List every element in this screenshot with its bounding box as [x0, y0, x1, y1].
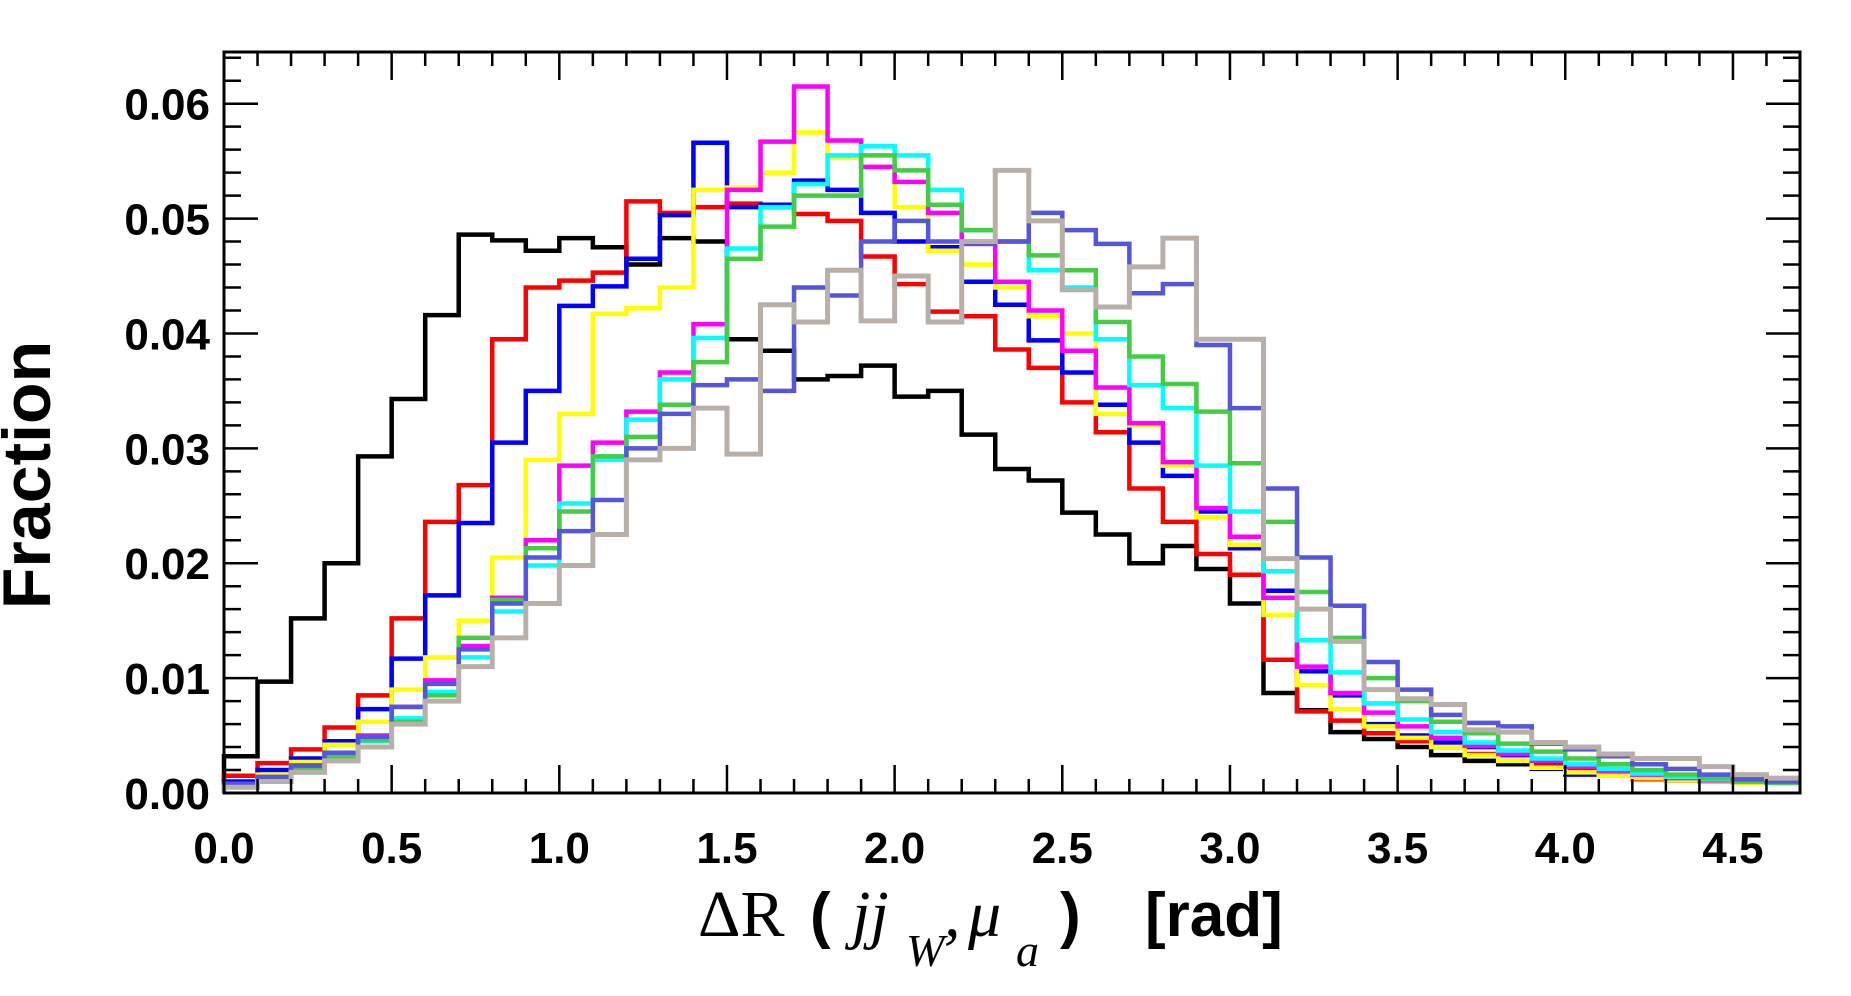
x-tick-label: 1.0 — [529, 824, 590, 873]
x-axis-label: ΔR ( jj W , μ a ) [rad] — [698, 878, 1283, 976]
x-label-sub2: a — [1016, 925, 1039, 976]
plot-frame — [222, 50, 1802, 795]
series-layer — [221, 84, 1800, 793]
x-tick-label: 0.5 — [361, 824, 422, 873]
x-tick-labels: 0.0 0.5 1.0 1.5 2.0 2.5 3.0 3.5 4.0 4.5 — [193, 824, 1763, 873]
x-tick-label: 1.5 — [696, 824, 757, 873]
x-tick-label: 3.5 — [1367, 824, 1428, 873]
y-tick-label: 0.06 — [124, 81, 210, 130]
y-tick-label: 0.05 — [124, 196, 210, 245]
x-tick-label: 4.5 — [1702, 824, 1763, 873]
x-label-delta: ΔR — [698, 878, 784, 951]
y-tick-label: 0.03 — [124, 425, 210, 474]
x-tick-label: 3.0 — [1199, 824, 1260, 873]
x-label-var1: jj — [844, 878, 889, 951]
x-label-open-paren: ( — [810, 881, 831, 950]
series-line-black — [221, 232, 1800, 793]
x-tick-label: 4.0 — [1535, 824, 1596, 873]
series-line-grey — [221, 167, 1800, 793]
y-tick-label: 0.00 — [124, 770, 210, 819]
x-label-var2: μ — [967, 878, 1001, 951]
x-tick-label: 2.0 — [864, 824, 925, 873]
x-tick-label: 2.5 — [1032, 824, 1093, 873]
y-tick-label: 0.04 — [124, 310, 210, 359]
x-label-close-paren: ) — [1060, 881, 1081, 950]
x-label-unit: [rad] — [1145, 881, 1283, 950]
series-line-yellow — [221, 130, 1800, 793]
x-label-comma: , — [944, 878, 961, 951]
y-tick-labels: 0.00 0.01 0.02 0.03 0.04 0.05 0.06 — [124, 81, 210, 819]
ticks-layer — [222, 52, 1802, 795]
y-axis-label: Fraction — [0, 341, 65, 609]
y-tick-label: 0.01 — [124, 655, 210, 704]
x-label-sub1: W — [906, 925, 948, 976]
x-tick-label: 0.0 — [193, 824, 254, 873]
y-tick-label: 0.02 — [124, 540, 210, 589]
